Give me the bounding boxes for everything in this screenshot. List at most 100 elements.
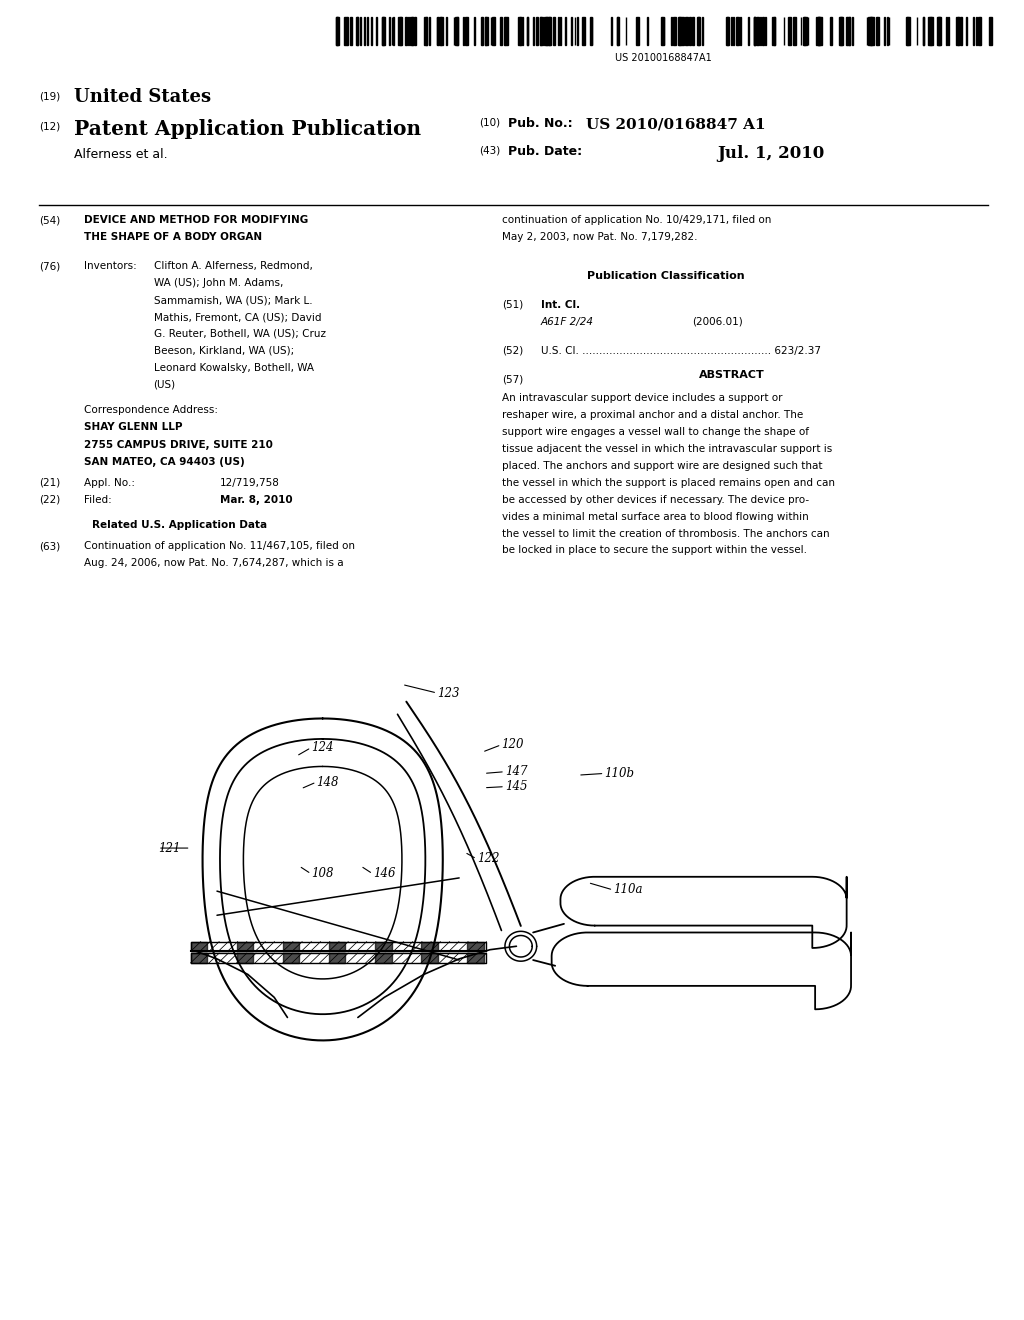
Bar (382, 17, 385, 45)
Bar (346, 17, 348, 45)
Bar (558, 17, 559, 45)
Text: (21): (21) (39, 478, 60, 488)
Bar (727, 17, 729, 45)
Text: 148: 148 (316, 776, 339, 788)
Bar (803, 17, 805, 45)
Bar (344, 17, 347, 45)
Bar (617, 17, 618, 45)
Bar (804, 17, 807, 45)
Bar (870, 17, 873, 45)
Bar (440, 17, 443, 45)
Text: ABSTRACT: ABSTRACT (699, 370, 765, 380)
Text: tissue adjacent the vessel in which the intravascular support is: tissue adjacent the vessel in which the … (502, 444, 833, 454)
Bar (905, 17, 907, 45)
Text: 121: 121 (158, 842, 180, 854)
Text: Pub. Date:: Pub. Date: (508, 145, 582, 158)
Bar (393, 17, 394, 45)
Text: placed. The anchors and support wire are designed such that: placed. The anchors and support wire are… (502, 461, 822, 471)
Text: Related U.S. Application Data: Related U.S. Application Data (91, 520, 267, 531)
Text: Leonard Kowalsky, Bothell, WA: Leonard Kowalsky, Bothell, WA (154, 363, 313, 372)
Bar (907, 17, 909, 45)
Bar (527, 17, 528, 45)
Text: Sammamish, WA (US); Mark L.: Sammamish, WA (US); Mark L. (154, 296, 312, 305)
Text: Patent Application Publication: Patent Application Publication (74, 119, 421, 139)
Bar (755, 17, 756, 45)
Text: Alferness et al.: Alferness et al. (74, 148, 167, 161)
Text: (22): (22) (39, 495, 60, 506)
Bar (484, 17, 486, 45)
Text: Aug. 24, 2006, now Pat. No. 7,674,287, which is a: Aug. 24, 2006, now Pat. No. 7,674,287, w… (84, 558, 344, 569)
Text: (63): (63) (39, 541, 60, 552)
Text: 124: 124 (311, 741, 334, 754)
Bar (685, 17, 688, 45)
Bar (485, 17, 488, 45)
Bar (817, 17, 820, 45)
Bar (440, 17, 441, 45)
Text: support wire engages a vessel wall to change the shape of: support wire engages a vessel wall to ch… (502, 428, 809, 437)
Polygon shape (421, 941, 437, 952)
Bar (924, 17, 925, 45)
Bar (360, 17, 361, 45)
Bar (367, 17, 368, 45)
Bar (966, 17, 968, 45)
Bar (726, 17, 728, 45)
Polygon shape (375, 953, 391, 962)
Bar (518, 17, 521, 45)
Bar (696, 17, 699, 45)
Bar (410, 17, 413, 45)
Bar (679, 17, 680, 45)
Polygon shape (329, 953, 345, 962)
Bar (689, 17, 691, 45)
Bar (505, 17, 508, 45)
Bar (956, 17, 959, 45)
Bar (520, 17, 521, 45)
Bar (350, 17, 351, 45)
Text: G. Reuter, Bothell, WA (US); Cruz: G. Reuter, Bothell, WA (US); Cruz (154, 329, 326, 339)
Bar (757, 17, 759, 45)
Text: Filed:: Filed: (84, 495, 112, 506)
Text: Publication Classification: Publication Classification (587, 271, 744, 281)
Text: (52): (52) (502, 346, 523, 356)
Text: May 2, 2003, now Pat. No. 7,179,282.: May 2, 2003, now Pat. No. 7,179,282. (502, 232, 697, 243)
Bar (681, 17, 684, 45)
Bar (887, 17, 888, 45)
Text: U.S. Cl. ........................................................ 623/2.37: U.S. Cl. ...............................… (541, 346, 820, 356)
Text: A61F 2/24: A61F 2/24 (541, 317, 594, 327)
Polygon shape (375, 941, 391, 952)
Text: the vessel to limit the creation of thrombosis. The anchors can: the vessel to limit the creation of thro… (502, 528, 829, 539)
Text: Continuation of application No. 11/467,105, filed on: Continuation of application No. 11/467,1… (84, 541, 355, 552)
Bar (762, 17, 764, 45)
Text: Appl. No.:: Appl. No.: (84, 478, 135, 488)
Text: DEVICE AND METHOD FOR MODIFYING: DEVICE AND METHOD FOR MODIFYING (84, 215, 308, 226)
Bar (577, 17, 579, 45)
Text: (43): (43) (479, 145, 501, 156)
Bar (424, 17, 427, 45)
Text: (76): (76) (39, 261, 60, 272)
Bar (980, 17, 981, 45)
Bar (553, 17, 555, 45)
Text: 146: 146 (373, 867, 395, 880)
Bar (978, 17, 980, 45)
Bar (663, 17, 665, 45)
Text: 110b: 110b (604, 767, 635, 780)
Text: (US): (US) (154, 380, 176, 389)
Bar (989, 17, 991, 45)
Bar (678, 17, 681, 45)
Bar (560, 17, 561, 45)
Bar (731, 17, 732, 45)
Text: US 2010/0168847 A1: US 2010/0168847 A1 (586, 117, 765, 132)
Text: Pub. No.:: Pub. No.: (508, 117, 572, 131)
Text: United States: United States (74, 88, 211, 107)
Bar (382, 17, 384, 45)
Text: An intravascular support device includes a support or: An intravascular support device includes… (502, 393, 782, 404)
Bar (849, 17, 850, 45)
Polygon shape (190, 941, 207, 952)
Text: Int. Cl.: Int. Cl. (541, 300, 580, 310)
Text: Inventors:: Inventors: (84, 261, 137, 272)
Text: (54): (54) (39, 215, 60, 226)
Text: SAN MATEO, CA 94403 (US): SAN MATEO, CA 94403 (US) (84, 457, 245, 467)
Text: 12/719,758: 12/719,758 (220, 478, 280, 488)
Polygon shape (329, 941, 345, 952)
Bar (526, 17, 528, 45)
Bar (788, 17, 792, 45)
